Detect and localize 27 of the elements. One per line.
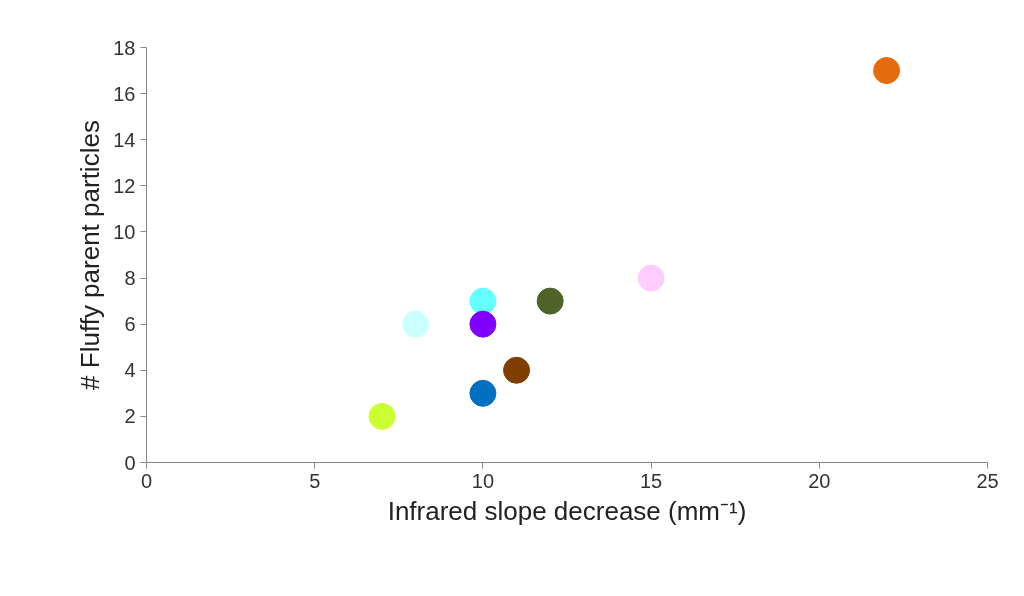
point	[503, 356, 531, 384]
y-tick-label: 0	[124, 451, 136, 474]
x-axis-title: Infrared slope decrease (mm⁻¹)	[387, 495, 747, 526]
x-tick-label: 10	[471, 469, 495, 492]
y-tick-label: 2	[124, 405, 136, 428]
point	[536, 287, 564, 315]
y-tick-label: 8	[124, 267, 136, 290]
y-tick-label: 6	[124, 313, 136, 336]
point	[873, 57, 901, 85]
point	[637, 264, 665, 292]
y-tick-label: 12	[113, 174, 136, 197]
y-tick-label: 18	[113, 36, 136, 59]
x-tick-label: 15	[639, 469, 663, 492]
x-tick-label: 25	[976, 469, 999, 492]
y-axis-title: # Fluffy parent particles	[75, 120, 106, 390]
x-tick-label: 20	[808, 469, 831, 492]
y-tick-label: 4	[124, 359, 136, 382]
point	[402, 310, 430, 338]
y-tick-label: 10	[113, 220, 136, 243]
point	[469, 379, 497, 407]
point	[469, 310, 497, 338]
y-tick-label: 14	[113, 128, 136, 151]
y-tick-label: 16	[113, 82, 136, 105]
point	[469, 287, 497, 315]
point	[368, 402, 396, 430]
x-tick-label: 5	[309, 469, 321, 492]
x-tick-label: 0	[140, 469, 153, 492]
